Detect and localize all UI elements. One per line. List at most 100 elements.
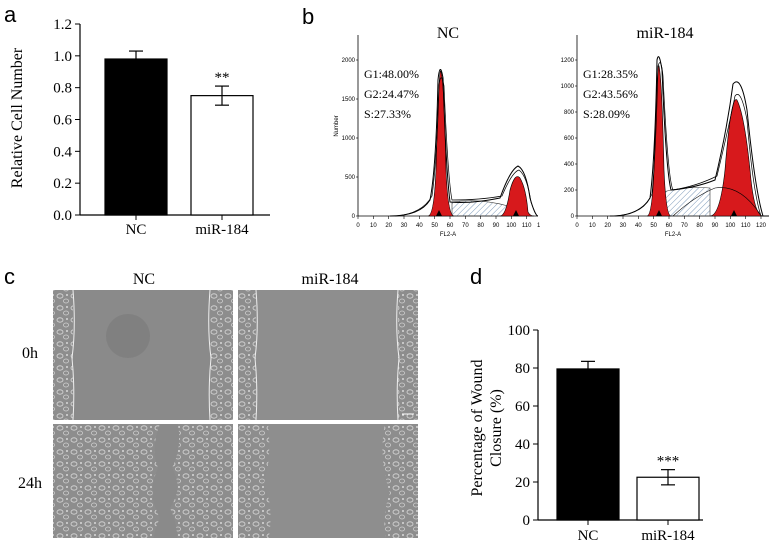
bar-nc [556,368,620,521]
g2-peak [499,176,535,217]
y-tick-label: 0.8 [53,81,72,97]
g2-peak [709,99,764,217]
y-tick-label: 1000 [342,136,356,142]
x-tick-label: 120 [537,223,540,229]
x-tick-label: 90 [493,223,500,229]
micrograph-nc-0h [53,289,233,421]
y-tick-label: 2000 [342,58,356,64]
x-tick-label: 110 [741,223,751,229]
x-tick-label: 60 [447,223,454,229]
flow-histogram-mir184: miR-184 G1:28.35% G2:43.56% S:28.09% 0 20… [561,25,769,238]
g1-label-mir184: G1:28.35% [583,67,638,81]
flow-title-nc: NC [437,25,459,42]
y-tick-label: 1200 [561,58,575,64]
y-tick-label: 600 [564,136,575,142]
y-tick-label: 200 [564,188,575,194]
g2-label-mir184: G2:43.56% [583,87,638,101]
y-tick-label: 40 [515,437,530,453]
flow-title-mir184: miR-184 [637,25,694,42]
x-tick-label: 120 [756,223,767,229]
x-tick-label: miR-184 [195,222,249,238]
micrograph-nc-24h [53,424,233,538]
x-tick-label: miR-184 [641,528,695,544]
s-label-nc: S:27.33% [364,107,411,121]
x-tick-label: 0 [356,223,360,229]
micrograph-mir184-24h [238,424,418,538]
x-tick-label: 100 [725,223,736,229]
flow-mir-xticks: 0 10 20 30 40 50 60 70 80 90 100 110 120 [575,216,767,229]
flow-histogram-nc: NC G1:48.00% G2:24.47% S:27.33% 05001000… [334,25,540,238]
y-tick-label: 1.2 [53,17,72,33]
x-tick-label: 30 [620,223,627,229]
x-tick-label: 0 [575,223,579,229]
x-tick-label: 20 [385,223,392,229]
micrograph-mir184-0h [238,289,418,421]
x-tick-label: 90 [712,223,719,229]
g1-peak [427,70,455,217]
y-axis-title-line-2: Closure (%) [488,389,505,467]
flow-nc-yticks: 0 500 1000 1500 2000 [342,58,358,220]
y-tick-label: 800 [564,110,575,116]
wound-col-mir184: miR-184 [302,271,359,288]
panel-letter-c: c [4,264,15,289]
panel-letter-b: b [302,4,315,29]
x-tick-label: 100 [506,223,517,229]
y-tick-label: 0.2 [53,176,72,192]
x-tick-label: 20 [604,223,611,229]
flow-nc-xlabel: FL2-A [440,232,456,238]
x-tick-label: 50 [650,223,657,229]
y-tick-label: 0.6 [53,113,72,129]
y-axis-title-line-1: Percentage of Wound [469,359,486,496]
wound-row-24h: 24h [18,475,42,492]
significance-marker: ** [215,70,230,86]
x-tick-label: 30 [401,223,408,229]
x-tick-label: 40 [416,223,423,229]
x-tick-label: 10 [370,223,377,229]
x-tick-label: 50 [431,223,438,229]
x-tick-label: NC [578,528,599,544]
significance-marker: *** [657,454,680,470]
s-label-mir184: S:28.09% [583,107,630,121]
chart-d: 0 20 40 60 80 100 NC miR-184 *** Percentage of Wo… [469,323,703,544]
y-axis-title: Relative Cell Number [9,47,26,188]
y-tick-label: 0 [523,513,531,529]
wound-col-nc: NC [133,271,155,288]
chart-a: 0.0 0.2 0.4 0.6 0.8 1.0 1.2 NC miR-184 ** Relative… [9,17,270,238]
histogram-envelope [609,56,769,217]
y-tick-label: 20 [515,475,530,491]
bar-mir-184 [190,95,254,216]
bar-nc [104,58,168,216]
y-tick-label: 0 [352,214,356,220]
y-tick-label: 100 [508,323,531,339]
y-tick-label: 1.0 [53,49,72,65]
flow-nc-xticks: 0 10 20 30 40 50 60 70 80 90 100 110 120 [356,216,540,229]
x-tick-label: 70 [681,223,688,229]
x-tick-label: 60 [666,223,673,229]
x-tick-label: NC [126,222,147,238]
x-tick-label: 80 [696,223,703,229]
y-tick-label: 0.0 [53,208,72,224]
y-tick-label: 0.4 [53,144,72,160]
panel-letter-a: a [4,2,17,27]
y-tick-label: 80 [515,361,530,377]
x-tick-label: 80 [477,223,484,229]
x-tick-label: 10 [589,223,596,229]
wound-row-0h: 0h [22,345,38,362]
y-tick-label: 60 [515,399,530,415]
x-tick-label: 110 [522,223,532,229]
s-phase-area [662,187,711,217]
panel-letter-d: d [470,264,483,289]
y-tick-label: 1000 [561,84,575,90]
y-tick-label: 400 [564,162,575,168]
y-tick-label: 1500 [342,97,356,103]
g2-label-nc: G2:24.47% [364,87,419,101]
g1-peak [646,65,672,217]
x-tick-label: 70 [462,223,469,229]
flow-mir-yticks: 0 200 400 600 800 1000 1200 [561,58,577,220]
y-tick-label: 0 [571,214,575,220]
histogram-envelope [389,69,539,217]
g1-label-nc: G1:48.00% [364,67,419,81]
wound-healing-images: NC miR-184 0h 24h [18,271,418,538]
flow-mir-xlabel: FL2-A [665,232,681,238]
y-tick-label: 500 [345,175,356,181]
